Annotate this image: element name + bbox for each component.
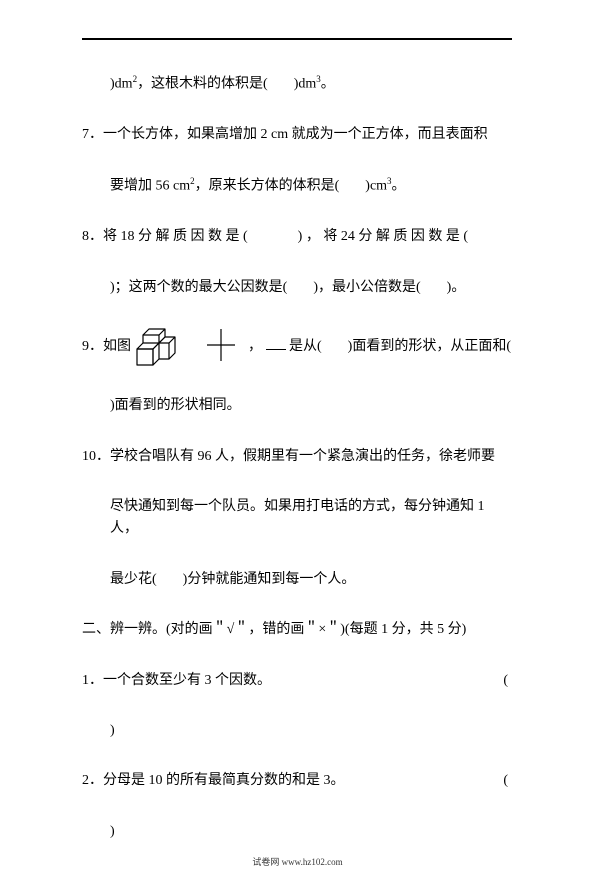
footer: 试卷网 www.hz102.com	[0, 855, 595, 868]
q10-l3a: 最少花(	[110, 572, 157, 587]
q8-l1a: 8．将 18 分 解 质 因 数 是 (	[82, 229, 248, 244]
q8-l2a: )；这两个数的最大公因数是(	[110, 280, 287, 295]
s2q2-close: )	[82, 821, 512, 843]
s2q1-close: )	[82, 720, 512, 742]
q6-p4: 。	[321, 77, 335, 92]
cube-figure	[135, 327, 245, 367]
section2-heading: 二、辨一辨。(对的画＂√＂，错的画＂×＂)(每题 1 分，共 5 分)	[82, 619, 512, 641]
s2q1-open: (	[503, 670, 512, 692]
q7-l2a: 要增加 56 cm	[110, 179, 190, 194]
q7-l2c: )cm	[365, 179, 387, 194]
q8-l1b: ) ， 将 24 分 解 质 因 数 是 (	[298, 229, 468, 244]
q8-line2: )；这两个数的最大公因数是( )，最小公倍数是( )。	[82, 277, 512, 299]
q8-line1: 8．将 18 分 解 质 因 数 是 ( ) ， 将 24 分 解 质 因 数 是…	[82, 226, 512, 248]
q7-l2d: 。	[392, 179, 406, 194]
q9-underline	[266, 336, 286, 350]
q10-line1: 10．学校合唱队有 96 人，假期里有一个紧急演出的任务，徐老师要	[82, 446, 512, 468]
q7-line2: 要增加 56 cm2，原来长方体的体积是()cm3。	[82, 174, 512, 198]
s2q2-line1: 2．分母是 10 的所有最简真分数的和是 3。 (	[82, 770, 512, 792]
q9-line2: )面看到的形状相同。	[82, 395, 512, 417]
q9-pre: 9．如图	[82, 339, 131, 354]
s2q1-text: 1．一个合数至少有 3 个因数。	[82, 673, 271, 688]
q9-post2: )面看到的形状，从正面和(	[348, 339, 511, 354]
q6-tail: )dm2，这根木料的体积是()dm3。	[82, 72, 512, 96]
q8-l2c: )。	[447, 280, 466, 295]
q10-line3: 最少花( )分钟就能通知到每一个人。	[82, 569, 512, 591]
q9-line1: 9．如图 ， 是从( )面看到的形状，从正面和(	[82, 327, 512, 367]
q6-p1: )dm	[110, 77, 133, 92]
q6-p2: ，这根木料的体积是(	[137, 77, 268, 92]
q9-post1: 是从(	[289, 339, 322, 354]
q7-l2b: ，原来长方体的体积是(	[195, 179, 340, 194]
q7-line1: 7．一个长方体，如果高增加 2 cm 就成为一个正方体，而且表面积	[82, 124, 512, 146]
s2q1-line1: 1．一个合数至少有 3 个因数。 (	[82, 670, 512, 692]
q9-mid: ，	[248, 339, 262, 354]
s2q2-text: 2．分母是 10 的所有最简真分数的和是 3。	[82, 773, 345, 788]
s2q2-open: (	[503, 770, 512, 792]
q10-line2: 尽快通知到每一个队员。如果用打电话的方式，每分钟通知 1 人，	[82, 496, 512, 541]
q6-p3: )dm	[294, 77, 317, 92]
q8-l2b: )，最小公倍数是(	[313, 280, 420, 295]
q10-l3b: )分钟就能通知到每一个人。	[183, 572, 356, 587]
